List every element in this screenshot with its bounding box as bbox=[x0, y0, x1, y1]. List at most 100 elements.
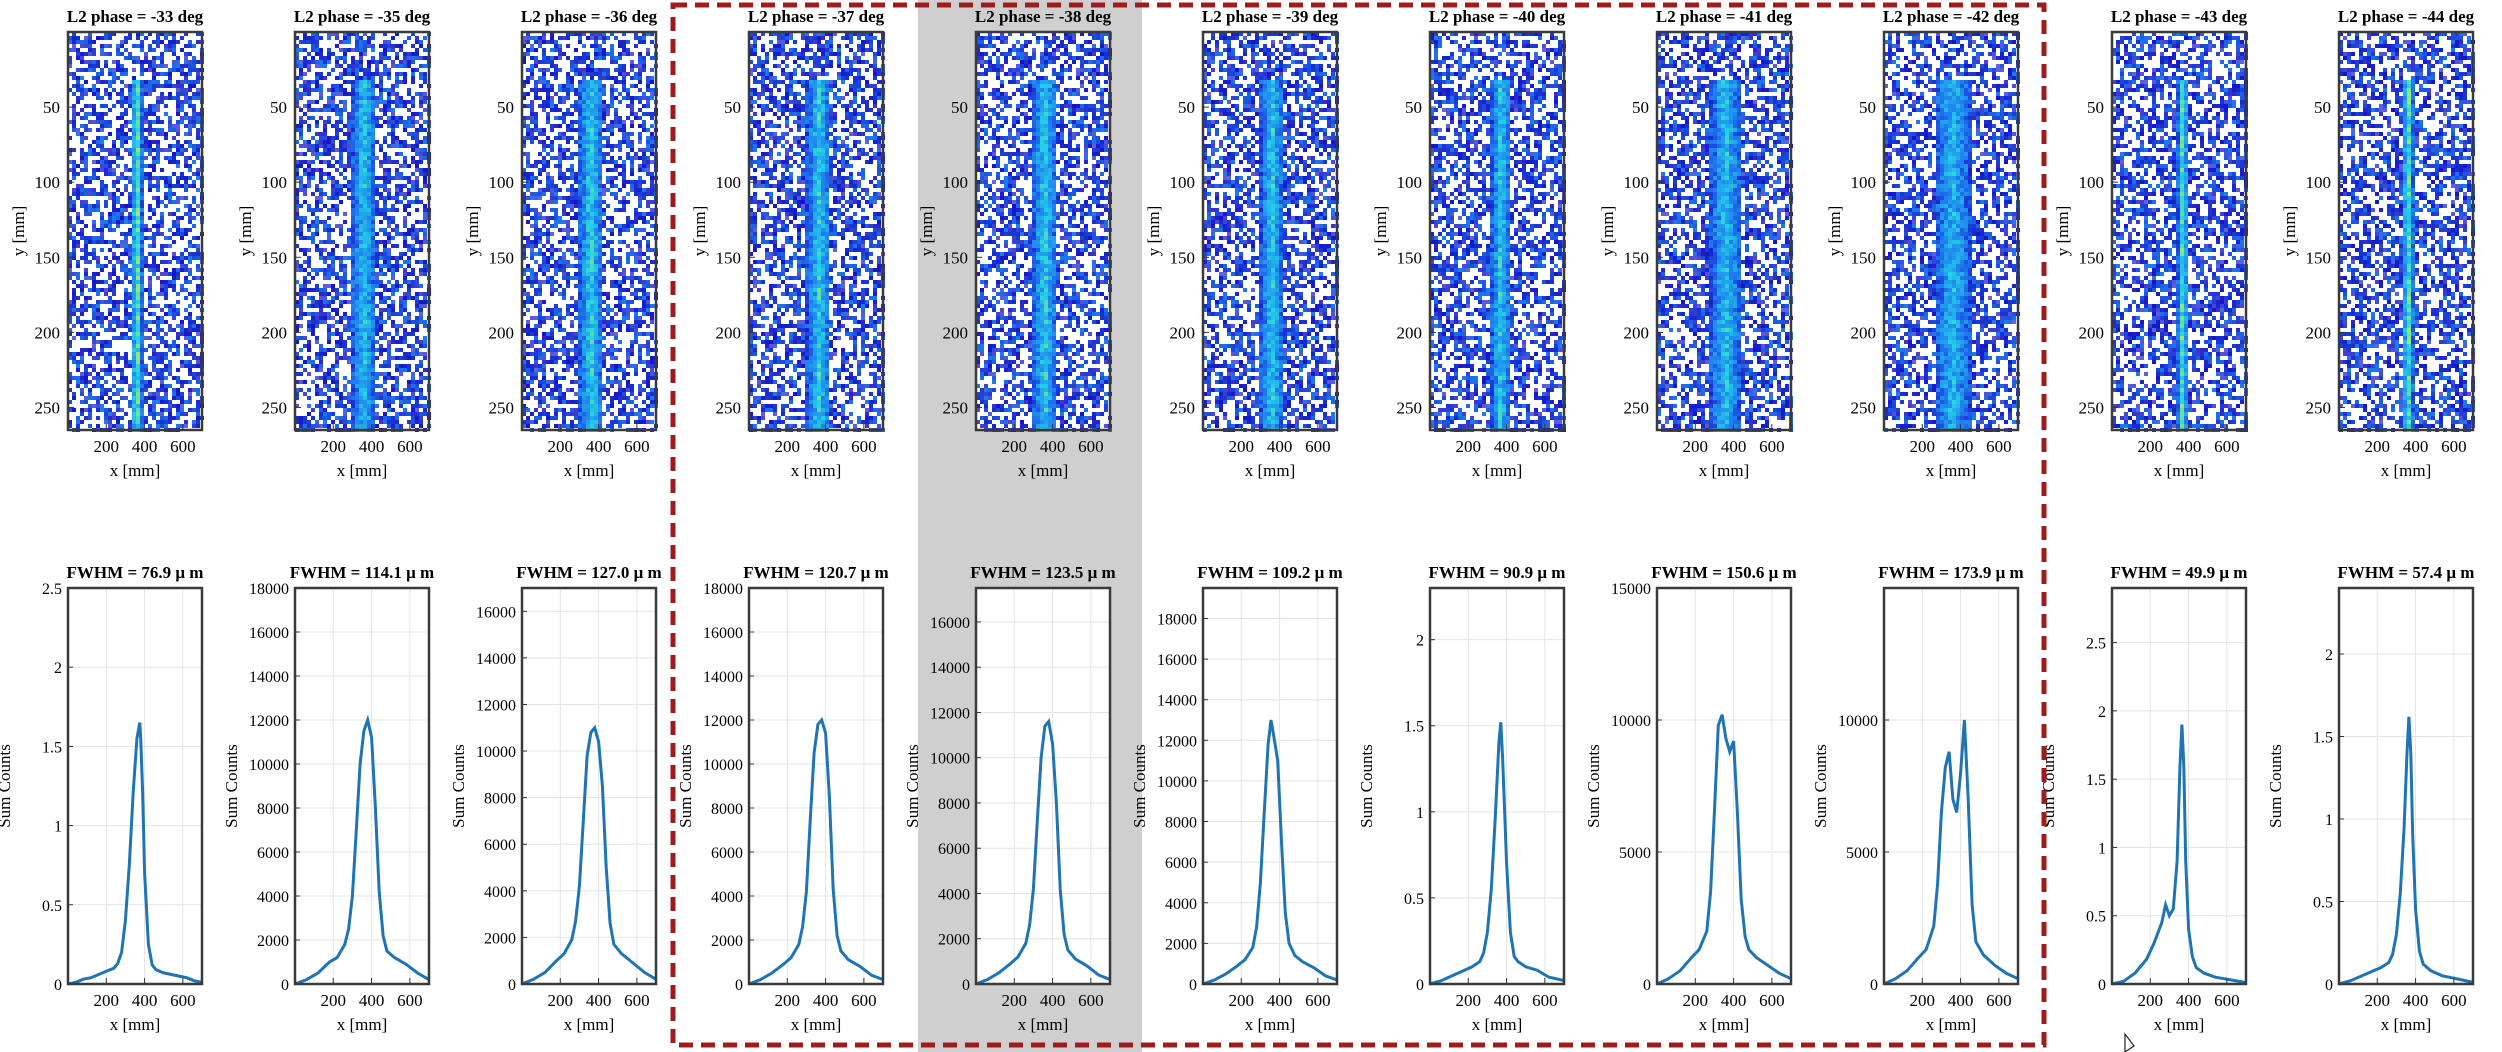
heatmap-cell bbox=[598, 184, 602, 188]
heatmap-cell bbox=[100, 48, 104, 52]
heatmap-cell bbox=[387, 316, 391, 320]
heatmap-cell bbox=[104, 380, 108, 384]
heatmap-cell bbox=[132, 400, 136, 404]
heatmap-cell bbox=[120, 244, 124, 248]
heatmap-cell bbox=[96, 396, 100, 400]
heatmap-cell bbox=[112, 252, 116, 256]
heatmap-cell bbox=[411, 148, 415, 152]
heatmap-cell bbox=[367, 216, 371, 220]
heatmap-cell bbox=[315, 248, 319, 252]
heatmap-cell bbox=[355, 108, 359, 112]
heatmap-cell bbox=[136, 232, 140, 236]
heatmap-cell bbox=[136, 404, 140, 408]
heatmap-cell bbox=[355, 252, 359, 256]
heatmap-cell bbox=[419, 152, 423, 156]
heatmap-cell bbox=[407, 100, 411, 104]
heatmap-cell bbox=[371, 344, 375, 348]
heatmap-cell bbox=[530, 184, 534, 188]
heatmap-cell bbox=[343, 92, 347, 96]
heatmap-cell bbox=[367, 64, 371, 68]
heatmap-cell bbox=[144, 136, 148, 140]
heatmap-cell bbox=[92, 248, 96, 252]
heatmap-cell bbox=[534, 136, 538, 140]
heatmap-cell bbox=[407, 288, 411, 292]
heatmap-cell bbox=[407, 388, 411, 392]
heatmap-cell bbox=[184, 276, 188, 280]
heatmap-cell bbox=[570, 68, 574, 72]
heatmap-cell bbox=[554, 164, 558, 168]
heatmap-cell bbox=[403, 56, 407, 60]
heatmap-cell bbox=[542, 72, 546, 76]
heatmap-cell bbox=[80, 140, 84, 144]
heatmap-cell bbox=[415, 120, 419, 124]
heatmap-cell bbox=[295, 168, 299, 172]
heatmap-cell bbox=[319, 72, 323, 76]
heatmap-cell bbox=[335, 44, 339, 48]
heatmap-cell bbox=[295, 152, 299, 156]
heatmap-cell bbox=[327, 312, 331, 316]
heatmap-cell bbox=[387, 280, 391, 284]
heatmap-cell bbox=[140, 400, 144, 404]
heatmap-cell bbox=[192, 96, 196, 100]
heatmap-cell bbox=[108, 344, 112, 348]
heatmap-cell bbox=[307, 328, 311, 332]
heatmap-cell bbox=[371, 312, 375, 316]
heatmap-cell bbox=[72, 408, 76, 412]
heatmap-cell bbox=[355, 420, 359, 424]
heatmap-cell bbox=[359, 192, 363, 196]
heatmap-cell bbox=[319, 92, 323, 96]
heatmap-cell bbox=[351, 120, 355, 124]
heatmap-cell bbox=[128, 152, 132, 156]
heatmap-cell bbox=[395, 184, 399, 188]
heatmap-cell bbox=[144, 176, 148, 180]
heatmap-cell bbox=[367, 308, 371, 312]
heatmap-cell bbox=[323, 60, 327, 64]
heatmap-cell bbox=[196, 392, 200, 396]
heatmap-cell bbox=[148, 152, 152, 156]
heatmap-cell bbox=[534, 96, 538, 100]
heatmap-cell bbox=[307, 280, 311, 284]
heatmap-cell bbox=[128, 304, 132, 308]
heatmap-cell bbox=[423, 292, 427, 296]
heatmap-cell bbox=[88, 260, 92, 264]
heatmap-cell bbox=[100, 192, 104, 196]
heatmap-cell bbox=[550, 148, 554, 152]
heatmap-cell bbox=[76, 132, 80, 136]
heatmap-cell bbox=[140, 260, 144, 264]
heatmap-cell bbox=[355, 368, 359, 372]
heatmap-cell bbox=[562, 136, 566, 140]
heatmap-cell bbox=[156, 156, 160, 160]
heatmap-cell bbox=[367, 152, 371, 156]
heatmap-cell bbox=[136, 340, 140, 344]
heatmap-cell bbox=[343, 396, 347, 400]
heatmap-cell bbox=[395, 224, 399, 228]
heatmap-cell bbox=[108, 152, 112, 156]
heatmap-cell bbox=[295, 396, 299, 400]
heatmap-cell bbox=[351, 212, 355, 216]
heatmap-cell bbox=[192, 292, 196, 296]
heatmap-cell bbox=[367, 340, 371, 344]
heatmap-cell bbox=[638, 100, 642, 104]
heatmap-cell bbox=[311, 296, 315, 300]
heatmap-cell bbox=[351, 224, 355, 228]
heatmap-cell bbox=[419, 116, 423, 120]
heatmap-cell bbox=[152, 236, 156, 240]
heatmap-cell bbox=[184, 268, 188, 272]
heatmap-cell bbox=[108, 240, 112, 244]
heatmap-cell bbox=[582, 156, 586, 160]
heatmap-cell bbox=[315, 268, 319, 272]
heatmap-cell bbox=[562, 100, 566, 104]
heatmap-cell bbox=[419, 300, 423, 304]
heatmap-cell bbox=[108, 372, 112, 376]
heatmap-cell bbox=[152, 256, 156, 260]
heatmap-cell bbox=[530, 44, 534, 48]
heatmap-cell bbox=[80, 360, 84, 364]
heatmap-cell bbox=[136, 380, 140, 384]
heatmap-cell bbox=[92, 52, 96, 56]
heatmap-cell bbox=[367, 44, 371, 48]
heatmap-cell bbox=[84, 332, 88, 336]
heatmap-cell bbox=[626, 156, 630, 160]
heatmap-cell bbox=[76, 76, 80, 80]
heatmap-cell bbox=[92, 204, 96, 208]
heatmap-cell bbox=[92, 224, 96, 228]
